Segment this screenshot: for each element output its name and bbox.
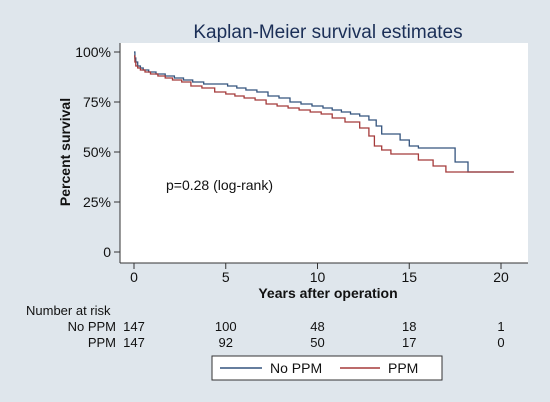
legend-label: PPM	[388, 360, 418, 376]
risk-table: No PPM 147 100 48 18 1 PPM 147 92 50 17 0	[68, 319, 505, 350]
x-tick-label: 15	[401, 269, 417, 285]
chart-title: Kaplan-Meier survival estimates	[193, 22, 462, 43]
risk-count: 0	[497, 335, 504, 350]
x-tick-label: 5	[222, 269, 230, 285]
x-tick-label: 10	[310, 269, 326, 285]
risk-count: 92	[219, 335, 233, 350]
risk-count: 147	[123, 335, 145, 350]
plot-area	[120, 43, 528, 263]
x-tick-label: 20	[493, 269, 509, 285]
y-tick-label: 50%	[83, 144, 111, 160]
x-tick-label: 0	[130, 269, 138, 285]
y-ticks: 0 25% 50% 75% 100%	[75, 44, 120, 260]
risk-row-label: No PPM	[68, 319, 116, 334]
risk-count: 48	[310, 319, 324, 334]
legend: No PPM PPM	[220, 360, 418, 376]
survival-curves	[134, 51, 514, 173]
risk-table-header: Number at risk	[26, 303, 111, 318]
series-line-ppm	[134, 55, 514, 173]
risk-count: 50	[310, 335, 324, 350]
risk-count: 1	[497, 319, 504, 334]
risk-count: 17	[402, 335, 416, 350]
risk-count: 147	[123, 319, 145, 334]
risk-row-label: PPM	[88, 335, 116, 350]
y-tick-label: 100%	[75, 44, 111, 60]
x-axis-label: Years after operation	[258, 285, 397, 301]
risk-count: 18	[402, 319, 416, 334]
risk-count: 100	[215, 319, 237, 334]
y-axis-label: Percent survival	[57, 98, 73, 206]
logrank-annotation: p=0.28 (log-rank)	[166, 177, 273, 193]
legend-label: No PPM	[270, 360, 322, 376]
y-tick-label: 75%	[83, 94, 111, 110]
x-ticks: 0 5 10 15 20	[130, 263, 509, 285]
y-tick-label: 0	[103, 244, 111, 260]
y-tick-label: 25%	[83, 194, 111, 210]
